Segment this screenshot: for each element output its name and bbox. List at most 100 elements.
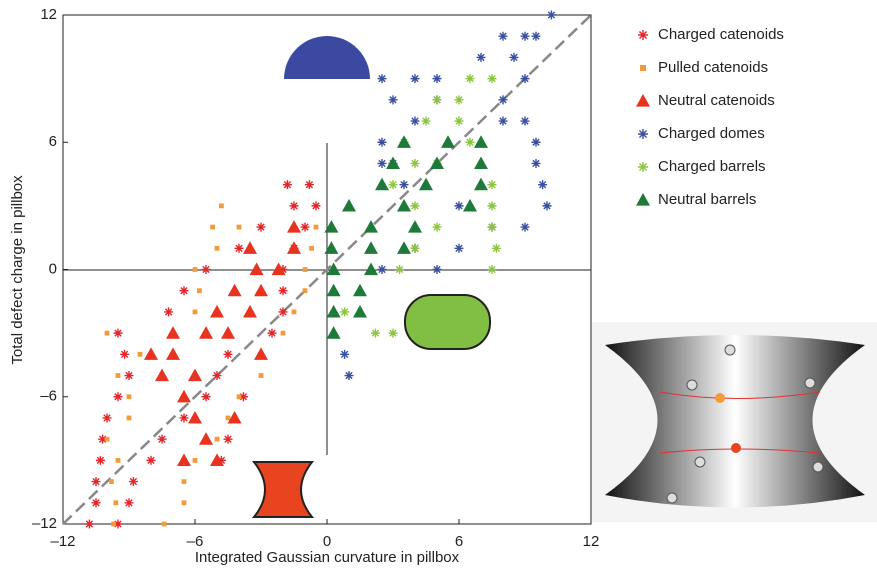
- point: [408, 220, 422, 233]
- point: [521, 223, 530, 232]
- point: [193, 267, 198, 272]
- x-tick-label: –6: [187, 533, 204, 550]
- point: [547, 11, 556, 20]
- point: [327, 326, 341, 339]
- point: [521, 74, 530, 83]
- point: [243, 241, 257, 254]
- x-axis-label: Integrated Gaussian curvature in pillbox: [195, 549, 460, 566]
- point: [378, 74, 387, 83]
- point: [279, 307, 288, 316]
- point: [389, 95, 398, 104]
- point: [96, 456, 105, 465]
- point: [228, 284, 242, 297]
- legend-marker: [638, 30, 648, 40]
- point: [85, 520, 94, 529]
- point: [340, 350, 349, 359]
- barrel-icon: [405, 295, 490, 349]
- point: [219, 203, 224, 208]
- point: [397, 241, 411, 254]
- point: [182, 479, 187, 484]
- point: [455, 95, 464, 104]
- point: [210, 305, 224, 318]
- point: [226, 416, 231, 421]
- point: [510, 53, 519, 62]
- point: [441, 135, 455, 148]
- point: [283, 180, 292, 189]
- point: [488, 265, 497, 274]
- point: [120, 350, 129, 359]
- x-tick-label: 12: [583, 533, 600, 550]
- point: [521, 32, 530, 41]
- point: [287, 220, 301, 233]
- point: [353, 305, 367, 318]
- point: [127, 416, 132, 421]
- point: [182, 500, 187, 505]
- point: [463, 199, 477, 212]
- point: [125, 498, 134, 507]
- catenoid-icon: [254, 462, 312, 517]
- point: [305, 180, 314, 189]
- point: [499, 32, 508, 41]
- point: [342, 199, 356, 212]
- point: [268, 329, 277, 338]
- point: [215, 437, 220, 442]
- point: [177, 390, 191, 403]
- point: [492, 244, 501, 253]
- point: [254, 284, 268, 297]
- y-tick-label: 6: [49, 133, 57, 150]
- point: [532, 32, 541, 41]
- point: [411, 201, 420, 210]
- point: [162, 522, 167, 527]
- point: [116, 458, 121, 463]
- point: [411, 117, 420, 126]
- legend-label: Charged domes: [658, 125, 765, 142]
- legend-marker: [636, 193, 650, 206]
- point: [395, 265, 404, 274]
- point: [411, 74, 420, 83]
- point: [259, 373, 264, 378]
- point: [375, 178, 389, 191]
- point: [237, 225, 242, 230]
- point: [188, 411, 202, 424]
- point: [125, 371, 134, 380]
- point: [144, 347, 158, 360]
- point: [433, 265, 442, 274]
- point: [400, 180, 409, 189]
- legend-marker: [638, 129, 648, 139]
- point: [477, 53, 486, 62]
- y-tick-label: –6: [40, 388, 57, 405]
- point: [303, 288, 308, 293]
- point: [257, 223, 266, 232]
- legend-marker: [638, 162, 648, 172]
- point: [378, 159, 387, 168]
- point: [235, 244, 244, 253]
- point: [411, 159, 420, 168]
- point: [113, 500, 118, 505]
- legend-label: Charged barrels: [658, 158, 766, 175]
- point: [210, 225, 215, 230]
- point: [378, 138, 387, 147]
- point: [202, 392, 211, 401]
- point: [114, 392, 123, 401]
- point: [129, 477, 138, 486]
- point: [474, 135, 488, 148]
- point: [103, 413, 112, 422]
- point: [92, 477, 101, 486]
- point: [389, 180, 398, 189]
- point: [364, 241, 378, 254]
- point: [466, 74, 475, 83]
- point: [105, 437, 110, 442]
- point: [155, 369, 169, 382]
- x-tick-label: 0: [323, 533, 331, 550]
- point: [433, 223, 442, 232]
- y-tick-label: 0: [49, 260, 57, 277]
- legend-marker: [640, 65, 646, 71]
- point: [224, 435, 233, 444]
- dome-icon: [284, 36, 370, 79]
- point: [221, 326, 235, 339]
- chart: Integrated Gaussian curvature in pillbox…: [0, 0, 877, 578]
- point: [158, 435, 167, 444]
- point: [309, 246, 314, 251]
- point: [180, 413, 189, 422]
- point: [164, 307, 173, 316]
